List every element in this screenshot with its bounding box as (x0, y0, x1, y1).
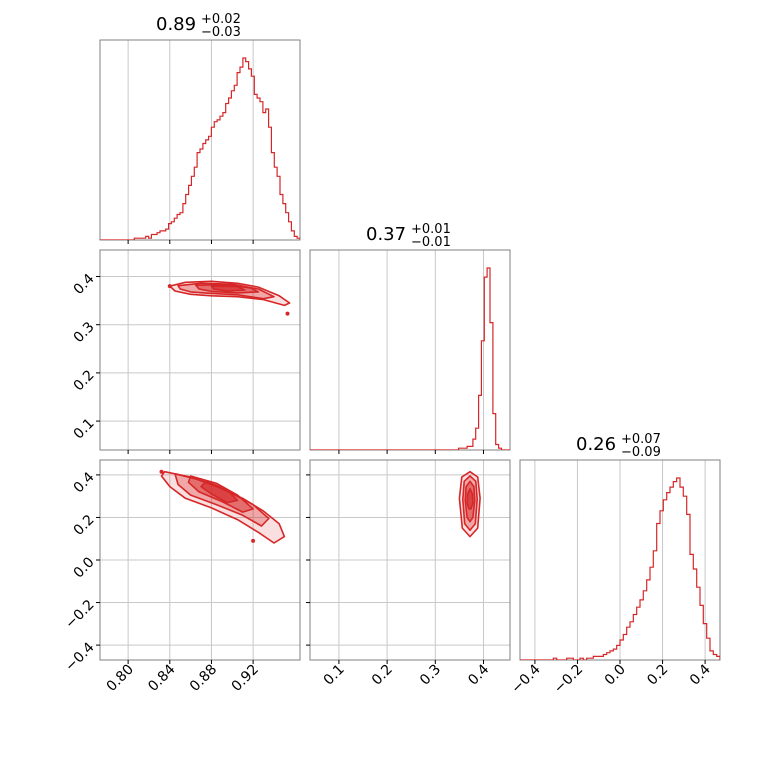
pair-0-2 (159, 469, 286, 544)
title-minus-0: −0.03 (201, 25, 241, 40)
contour-level-4 (466, 487, 474, 510)
y-tick-label: −0.4 (62, 639, 97, 674)
panel-hist-1 (309, 249, 511, 451)
x-tick-label: −0.4 (508, 661, 543, 696)
panel-title-1: 0.37 (366, 224, 406, 245)
y-tick-label: 0.2 (71, 512, 98, 539)
contour-level-4 (200, 480, 239, 504)
histogram-param-2 (520, 477, 720, 660)
x-tick-label: 0.92 (229, 662, 262, 695)
histogram-param-1 (310, 267, 510, 450)
x-tick-label: 0.4 (465, 661, 492, 688)
y-tick-label: 0.4 (71, 271, 98, 298)
y-tick-label: 0.3 (71, 319, 98, 346)
y-tick-label: 0.0 (71, 554, 98, 581)
y-tick-label: −0.2 (62, 597, 97, 632)
title-plus-2: +0.07 (621, 432, 661, 447)
x-tick-label: −0.2 (551, 662, 586, 697)
x-tick-label: 0.2 (644, 662, 671, 689)
x-tick-label: 0.80 (104, 662, 137, 695)
x-tick-label: 0.2 (369, 662, 396, 689)
title-plus-1: +0.01 (411, 222, 451, 237)
contour-level-4 (210, 285, 246, 292)
title-minus-1: −0.01 (411, 235, 451, 250)
sample-point (167, 284, 172, 289)
title-minus-2: −0.09 (621, 445, 661, 460)
x-tick-label: 0.3 (417, 662, 444, 689)
y-tick-label: 0.1 (71, 415, 98, 442)
histogram-param-0 (100, 57, 300, 240)
sample-point (159, 469, 164, 474)
sample-point (285, 311, 290, 316)
x-tick-label: 0.0 (602, 662, 629, 689)
pair-0-1 (167, 280, 291, 316)
pair-1-2 (458, 470, 481, 538)
x-tick-label: 0.84 (145, 661, 178, 694)
panel-hist-0 (99, 39, 301, 241)
x-tick-label: 0.1 (321, 662, 348, 689)
panel-title-0: 0.89 (156, 14, 196, 35)
panel-title-2: 0.26 (576, 434, 616, 455)
y-tick-label: 0.2 (71, 367, 98, 394)
y-tick-label: 0.4 (71, 469, 98, 496)
contour-level-1 (169, 280, 291, 307)
x-tick-label: 0.88 (187, 662, 220, 695)
title-plus-0: +0.02 (201, 12, 241, 27)
sample-point (251, 538, 256, 543)
x-tick-label: 0.4 (687, 661, 714, 688)
panel-pair-0-1 (99, 249, 301, 451)
